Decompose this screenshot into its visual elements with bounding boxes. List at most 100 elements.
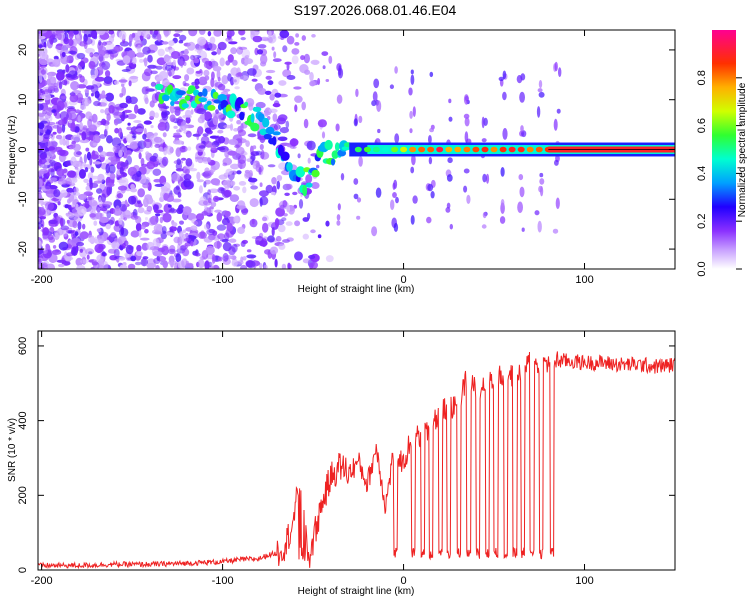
heatmap-cell [171,222,178,227]
heatmap-cell [68,50,77,55]
heatmap-cell [400,146,408,153]
heatmap-cell [328,55,333,64]
heatmap-cell [336,214,341,221]
heatmap-cell [43,89,53,93]
heatmap-cell [108,248,117,254]
heatmap-cell [146,161,156,170]
heatmap-cell [164,65,173,71]
heatmap-cell [217,233,225,240]
heatmap-cell [307,212,311,220]
heatmap-cell [262,117,270,128]
heatmap-cell [286,35,295,45]
heatmap-cell [195,156,204,160]
heatmap-cell [70,81,80,91]
heatmap-cell [198,30,206,35]
heatmap-cell [392,182,396,190]
heatmap-cell [163,147,168,156]
heatmap-cell [76,84,87,89]
heatmap-cell [538,80,543,89]
colorbar-tick-label: 0.6 [696,118,708,133]
heatmap-cell [100,109,105,114]
heatmap-cell [183,83,190,87]
heatmap-cell [183,238,192,242]
heatmap-cell [175,168,184,172]
heatmap-cell [38,50,43,57]
heatmap-cell [84,248,95,255]
heatmap-cell [463,168,470,174]
heatmap-cell [108,105,115,114]
snr-series-line [38,351,675,570]
heatmap-cell [185,116,191,124]
heatmap-cell [502,127,508,140]
heatmap-cell [161,94,170,102]
heatmap-cell [166,61,175,66]
heatmap-cell [122,243,126,248]
heatmap-cell [53,189,61,198]
heatmap-cell [295,166,306,178]
heatmap-cell [517,201,523,214]
heatmap-cell [80,104,86,110]
heatmap-cell [519,186,525,198]
heatmap-cell [51,63,56,67]
heatmap-cell [267,80,274,86]
heatmap-cell [44,201,55,211]
heatmap-cell [150,125,154,129]
heatmap-cell [167,204,172,208]
heatmap-cell [174,30,183,33]
heatmap-cell [246,249,252,253]
heatmap-cell [76,241,84,247]
heatmap-cell [202,88,208,97]
heatmap-cell [207,104,216,111]
heatmap-cell [176,90,186,96]
heatmap-cell [57,119,67,126]
heatmap-cell [288,263,292,269]
heatmap-cell [196,171,201,181]
heatmap-cell [38,135,44,143]
heatmap-cell [151,248,158,255]
heatmap-cell [89,157,93,166]
heatmap-cell [53,55,59,60]
heatmap-cell [131,56,137,65]
heatmap-cell [66,187,74,193]
heatmap-cell [162,212,172,223]
heatmap-cell [222,179,233,189]
heatmap-cell [426,216,432,224]
heatmap-cell [286,205,291,213]
heatmap-cell [210,145,217,151]
heatmap-cell [463,94,469,105]
heatmap-cell [310,229,316,234]
y-tick-label: 20 [17,44,29,56]
heatmap-cell [136,44,142,53]
heatmap-cell [132,135,136,139]
heatmap-cell [247,68,257,76]
heatmap-cell [229,123,234,131]
spectrogram-y-ticks: 20 10 0 -10 -20 [17,44,675,257]
heatmap-cell [215,109,219,114]
heatmap-cell [165,232,175,236]
heatmap-cell [89,175,100,180]
heatmap-cell [150,81,156,87]
heatmap-cell [137,207,145,214]
heatmap-cell [372,91,378,102]
heatmap-cell [168,255,175,264]
heatmap-cell [154,183,165,187]
heatmap-cell [210,201,217,208]
heatmap-cell [154,112,160,119]
heatmap-cell [214,209,222,213]
colorbar-ticks: 0.0 0.2 0.4 0.6 0.8 [696,70,742,277]
heatmap-cell [371,226,378,237]
heatmap-cell [166,84,174,95]
heatmap-cell [180,125,189,129]
heatmap-cell [101,90,106,96]
colorbar-gradient [712,30,736,269]
heatmap-cell [526,146,534,153]
heatmap-cell [205,245,215,255]
heatmap-cell [85,111,93,120]
heatmap-cell [129,75,139,80]
heatmap-cell [337,203,341,211]
heatmap-cell [67,219,77,228]
heatmap-cell [38,127,41,137]
heatmap-cell [45,243,49,249]
heatmap-cell [277,136,288,142]
heatmap-cell [232,75,240,85]
